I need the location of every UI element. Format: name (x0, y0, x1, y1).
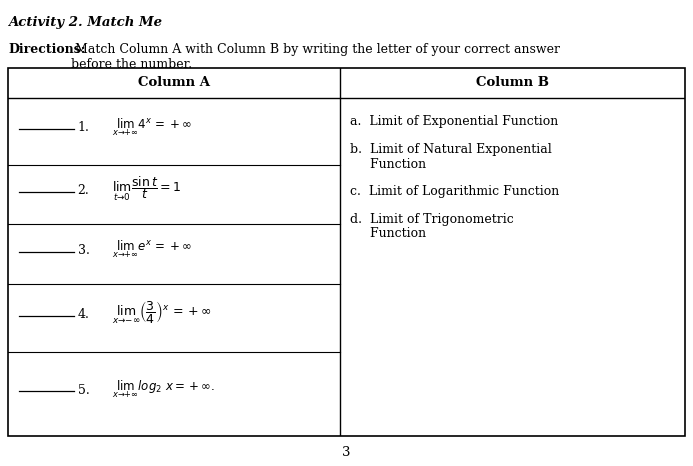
Text: 1.: 1. (78, 122, 89, 134)
Text: Match Column A with Column B by writing the letter of your correct answer
before: Match Column A with Column B by writing … (71, 43, 560, 71)
Text: b.  Limit of Natural Exponential: b. Limit of Natural Exponential (350, 143, 552, 156)
Text: $\lim_{x \to +\infty} e^x = +\infty$: $\lim_{x \to +\infty} e^x = +\infty$ (112, 239, 192, 260)
Text: 3.: 3. (78, 244, 89, 257)
Text: a.  Limit of Exponential Function: a. Limit of Exponential Function (350, 115, 559, 128)
Text: $\lim_{x \to +\infty} 4^x = +\infty$: $\lim_{x \to +\infty} 4^x = +\infty$ (112, 116, 192, 138)
Text: $\lim_{x \to +\infty} \mathit{log}_2\, x = +\infty.$: $\lim_{x \to +\infty} \mathit{log}_2\, x… (112, 378, 216, 400)
Text: 4.: 4. (78, 308, 89, 321)
Text: c.  Limit of Logarithmic Function: c. Limit of Logarithmic Function (350, 185, 559, 198)
Text: d.  Limit of Trigonometric: d. Limit of Trigonometric (350, 212, 514, 226)
Text: Function: Function (350, 227, 426, 240)
Text: $\lim_{t \to 0} \dfrac{\sin t}{t} = 1$: $\lim_{t \to 0} \dfrac{\sin t}{t} = 1$ (112, 175, 182, 203)
Text: 3: 3 (342, 445, 351, 459)
Text: Column A: Column A (138, 76, 210, 89)
Text: Activity 2. Match Me: Activity 2. Match Me (8, 16, 162, 29)
Text: $\lim_{x \to -\infty} \left(\dfrac{3}{4}\right)^x = +\infty$: $\lim_{x \to -\infty} \left(\dfrac{3}{4}… (112, 299, 212, 326)
Text: 2.: 2. (78, 185, 89, 197)
Text: 5.: 5. (78, 384, 89, 397)
Text: Column B: Column B (475, 76, 549, 89)
Text: Directions:: Directions: (8, 43, 86, 56)
Text: Function: Function (350, 158, 426, 171)
